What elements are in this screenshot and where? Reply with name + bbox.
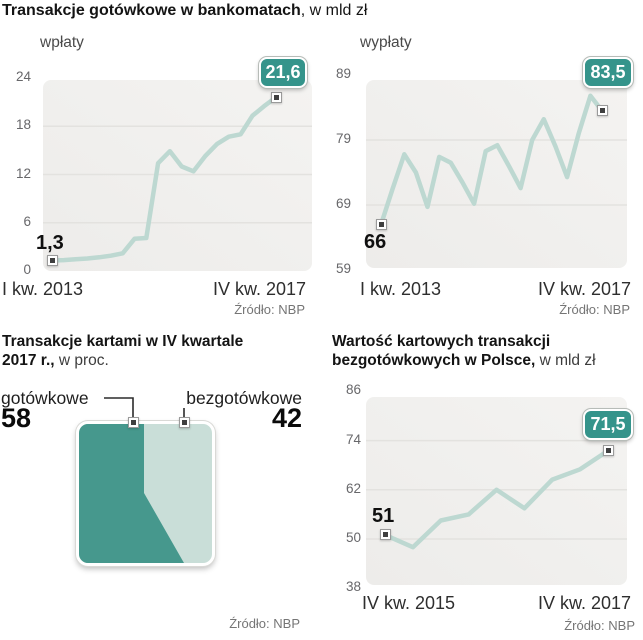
chart1-end-value-badge: 21,6 <box>259 57 307 88</box>
chart2-end-value-badge: 83,5 <box>583 57 633 88</box>
chart4-title: Wartość kartowych transakcji bezgotówkow… <box>332 332 596 370</box>
gotowkowe-area <box>79 424 184 563</box>
marker-gotowkowe <box>127 416 139 428</box>
atm-wplaty-ytick-0: 0 <box>23 262 31 277</box>
chart4-source: Źródło: NBP <box>564 618 635 633</box>
chart4-first-value-label: 51 <box>372 505 395 527</box>
chart4-title-line2-bold: bezgotówkowych w Polsce, <box>332 352 536 369</box>
karty-bezgotowkowe-wartosc-start-marker <box>379 529 391 541</box>
square-area-chart-svg <box>79 424 184 563</box>
chart2-first-value-label: 66 <box>364 231 387 253</box>
marker-bezgotowkowe <box>178 416 190 428</box>
chart3-title-line2-bold: 2017 r., <box>2 352 55 369</box>
chart1-subtitle: wpłaty <box>40 34 84 51</box>
karty-bezgotowkowe-wartosc-ytick-50: 50 <box>345 530 361 545</box>
atm-wyplaty-plot-background <box>366 80 627 268</box>
page-title-unit: , w mld zł <box>300 2 368 19</box>
chart3-value-bezgotowkowe: 42 <box>271 403 302 433</box>
chart3-title-line1: Transakcje kartami w IV kwartale <box>2 333 244 350</box>
atm-wyplaty-ytick-69: 69 <box>335 196 351 211</box>
atm-wyplaty-end-marker <box>596 105 608 117</box>
chart2-source: Źródło: NBP <box>559 302 630 317</box>
atm-wplaty-ytick-18: 18 <box>15 117 31 133</box>
karty-bezgotowkowe-wartosc-ytick-38: 38 <box>345 579 361 595</box>
page-title-bold: Transakcje gotówkowe w bankomatach <box>2 2 301 19</box>
chart4-xaxis-end: IV kw. 2017 <box>537 593 631 613</box>
chart4-end-value-badge: 71,5 <box>583 409 633 440</box>
page-title: Transakcje gotówkowe w bankomatach, w ml… <box>2 2 367 20</box>
chart1-xaxis-start: I kw. 2013 <box>2 279 84 299</box>
atm-wplaty-plot-background <box>43 80 312 271</box>
square-area-chart <box>76 421 215 566</box>
chart2-xaxis-end: IV kw. 2017 <box>537 279 631 299</box>
chart3-source: Źródło: NBP <box>229 616 300 631</box>
atm-wyplaty-start-marker <box>375 219 387 230</box>
chart2-subtitle: wypłaty <box>360 34 412 51</box>
karty-bezgotowkowe-wartosc-ytick-86: 86 <box>345 382 361 398</box>
karty-bezgotowkowe-wartosc-ytick-62: 62 <box>345 480 361 496</box>
chart4-xaxis-start: IV kw. 2015 <box>362 593 456 613</box>
atm-wplaty-ytick-12: 12 <box>15 165 31 181</box>
atm-wyplaty-ytick-79: 79 <box>335 131 351 146</box>
chart1-source: Źródło: NBP <box>234 302 305 317</box>
karty-bezgotowkowe-wartosc-end-marker <box>602 445 614 457</box>
atm-wplaty-end-marker <box>270 91 282 103</box>
chart1-xaxis-end: IV kw. 2017 <box>212 279 306 299</box>
karty-bezgotowkowe-wartosc-ytick-74: 74 <box>345 431 361 447</box>
atm-wyplaty-data-line <box>378 93 605 227</box>
chart3-title-line2-unit: w proc. <box>54 352 109 369</box>
chart4-title-line1: Wartość kartowych transakcji <box>332 333 551 350</box>
chart3-category-bezgotowkowe: bezgotówkowe <box>186 388 302 408</box>
atm-wyplaty-ytick-89: 89 <box>335 66 351 81</box>
chart3-category-gotowkowe: gotówkowe <box>1 388 89 408</box>
chart1-first-value-label: 1,3 <box>36 232 64 254</box>
leader-lines <box>104 397 185 417</box>
atm-wyplaty-ytick-59: 59 <box>335 261 351 276</box>
atm-wplaty-ytick-6: 6 <box>23 213 31 229</box>
karty-bezgotowkowe-wartosc-data-line <box>382 448 611 550</box>
atm-wplaty-data-line <box>49 95 279 263</box>
chart3-title: Transakcje kartami w IV kwartale 2017 r.… <box>2 332 243 370</box>
chart2-xaxis-start: I kw. 2013 <box>360 279 442 299</box>
chart3-value-gotowkowe: 58 <box>1 403 32 433</box>
leader-line-gotowkowe <box>104 397 134 417</box>
chart4-title-line2-unit: w mld zł <box>535 352 596 369</box>
atm-wplaty-start-marker <box>46 255 58 267</box>
atm-wplaty-ytick-24: 24 <box>15 69 31 84</box>
